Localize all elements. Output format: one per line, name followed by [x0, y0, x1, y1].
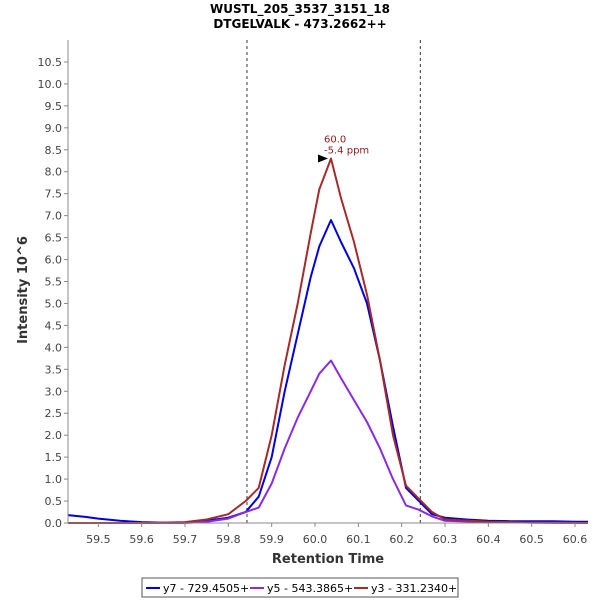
x-tick-label: 59.7: [173, 533, 198, 546]
x-tick-label: 60.5: [519, 533, 544, 546]
peak-annotation-ppm: -5.4 ppm: [324, 146, 369, 157]
chart-subtitle: DTGELVALK - 473.2662++: [213, 17, 386, 31]
plot-area: 60.0 -5.4 ppm: [67, 40, 589, 524]
y-tick-label: 8.5: [45, 144, 63, 157]
integration-boundaries: [246, 40, 421, 523]
y-axis-label: Intensity 10^6: [16, 236, 31, 344]
peak-annotation-rt: 60.0: [324, 135, 346, 146]
x-axis-label: Retention Time: [272, 552, 384, 567]
x-tick-label: 60.3: [433, 533, 458, 546]
series-line-y3: [68, 157, 589, 524]
y-tick-label: 1.5: [45, 451, 63, 464]
x-tick-label: 59.9: [259, 533, 284, 546]
y-tick-label: 3.5: [45, 363, 63, 376]
x-tick-label: 60.4: [476, 533, 501, 546]
peak-annotation: 60.0 -5.4 ppm: [318, 135, 369, 163]
y-tick-label: 10.0: [38, 78, 63, 91]
y-tick-label: 8.0: [45, 166, 63, 179]
y-tick-label: 7.0: [45, 210, 63, 223]
legend-entry: y5 - 543.3865+: [267, 582, 353, 595]
y-tick-label: 2.5: [45, 407, 63, 420]
x-tick-label: 59.5: [86, 533, 111, 546]
x-tick-label: 60.0: [303, 533, 328, 546]
x-tick-label: 60.1: [346, 533, 371, 546]
series-lines: [67, 157, 589, 524]
x-tick-label: 59.6: [129, 533, 154, 546]
series-line-y7: [67, 219, 588, 524]
legend-entry: y7 - 729.4505+: [163, 582, 249, 595]
y-axis-ticks: 0.0 0.5 1.0 1.5 2.0 2.5 3.0 3.5 4.0 4.5 5.0 5.5 6.0 6…: [38, 56, 68, 530]
y-tick-label: 3.0: [45, 385, 63, 398]
y-tick-label: 9.0: [45, 122, 63, 135]
x-axis-ticks: 59.5 59.6 59.7 59.8 59.9 60.0 60.1 60.2 60.3 60.4…: [86, 523, 587, 546]
y-tick-label: 4.5: [45, 319, 63, 332]
y-tick-label: 4.0: [45, 341, 63, 354]
y-tick-label: 5.0: [45, 297, 63, 310]
y-tick-label: 7.5: [45, 188, 63, 201]
x-tick-label: 59.8: [216, 533, 241, 546]
y-tick-label: 6.5: [45, 232, 63, 245]
y-tick-label: 9.5: [45, 100, 63, 113]
y-tick-label: 0.5: [45, 495, 63, 508]
peak-marker-icon: [318, 154, 329, 163]
y-tick-label: 0.0: [45, 517, 63, 530]
series-line-y5: [68, 359, 589, 524]
axes: 59.5 59.6 59.7 59.8 59.9 60.0 60.1 60.2 60.3 60.4…: [38, 40, 588, 546]
y-tick-label: 6.0: [45, 254, 63, 267]
legend-box: [141, 577, 459, 598]
legend: y7 - 729.4505+ y5 - 543.3865+ y3 - 331.234…: [141, 577, 459, 598]
y-tick-label: 10.5: [38, 56, 63, 69]
legend-entry: y3 - 331.2340+: [371, 582, 457, 595]
x-tick-label: 60.2: [389, 533, 414, 546]
y-tick-label: 2.0: [45, 429, 63, 442]
y-tick-label: 5.5: [45, 276, 63, 289]
x-tick-label: 60.6: [563, 533, 588, 546]
y-tick-label: 1.0: [45, 473, 63, 486]
chart-title: WUSTL_205_3537_3151_18: [210, 2, 390, 17]
